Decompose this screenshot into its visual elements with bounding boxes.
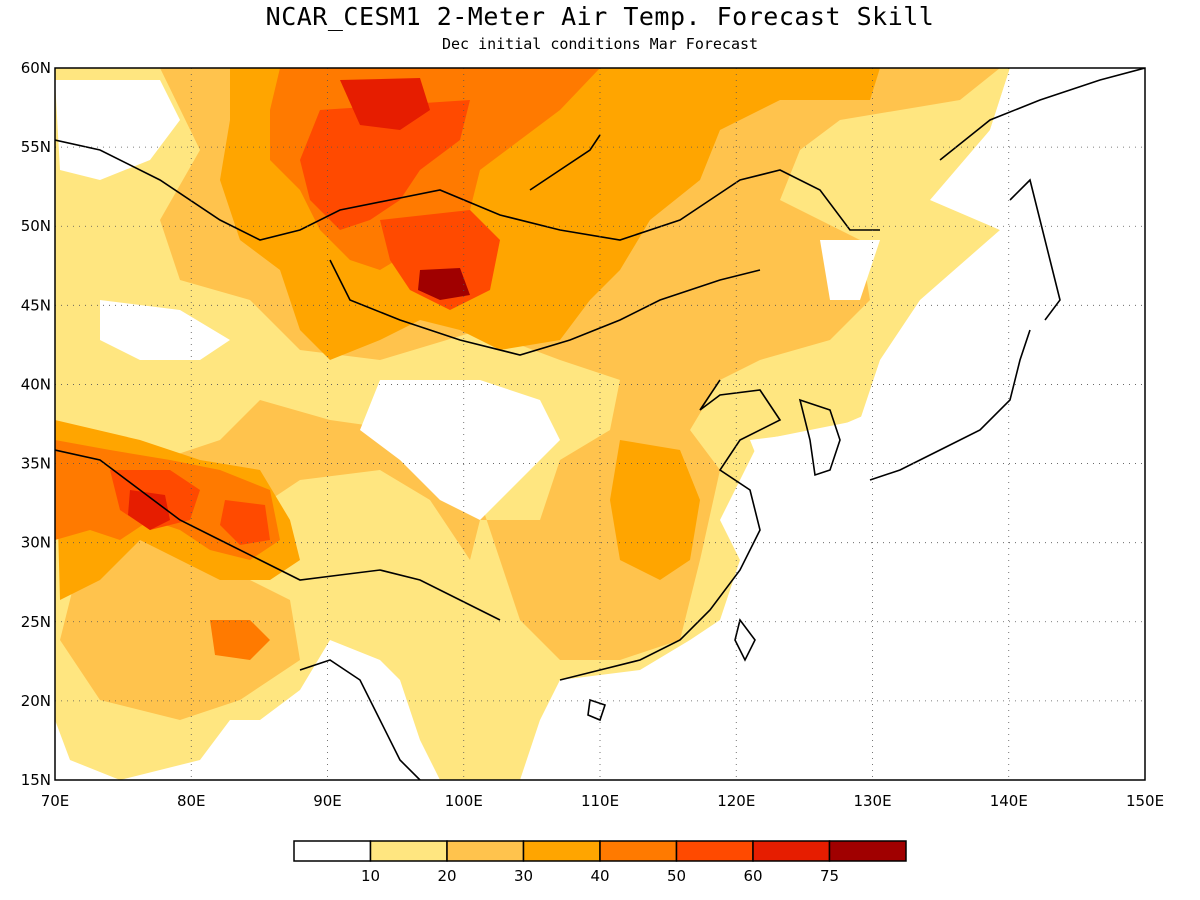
no-skill-patch — [55, 80, 180, 180]
longitude-tick-label: 110E — [581, 792, 619, 810]
colorbar-swatch — [599, 840, 678, 862]
longitude-tick-label: 130E — [853, 792, 891, 810]
map-subtitle: Dec initial conditions Mar Forecast — [441, 35, 759, 53]
colorbar-label: 30 — [514, 867, 533, 885]
colorbar-swatch — [522, 840, 601, 862]
skill-region-60-75 — [340, 78, 430, 130]
coastline-path — [1009, 178, 1061, 321]
latitude-tick-label: 55N — [21, 138, 51, 156]
colorbar-label: 60 — [743, 867, 762, 885]
longitude-tick-label: 140E — [990, 792, 1028, 810]
skill-field — [55, 68, 1145, 780]
latitude-tick-label: 20N — [21, 692, 51, 710]
coastline-path — [734, 618, 756, 662]
no-skill-patch — [360, 380, 560, 520]
plot-frame — [54, 67, 1146, 781]
latitude-tick-label: 45N — [21, 296, 51, 314]
coastline-path — [869, 329, 1031, 481]
colorbar-swatch — [828, 840, 907, 862]
colorbar-swatch — [675, 840, 754, 862]
colorbar-label: 10 — [361, 867, 380, 885]
colorbar-label: 20 — [437, 867, 456, 885]
no-skill-patch — [820, 240, 880, 300]
ocean-area — [700, 290, 1145, 780]
border-path — [55, 449, 501, 621]
longitude-tick-label: 150E — [1126, 792, 1164, 810]
no-skill-patch — [100, 300, 230, 360]
coastlines — [55, 68, 1145, 780]
map-title: NCAR_CESM1 2-Meter Air Temp. Forecast Sk… — [265, 2, 935, 31]
colorbar-label: 40 — [590, 867, 609, 885]
skill-region-75-plus — [418, 268, 470, 300]
latitude-tick-label: 15N — [21, 771, 51, 789]
colorbar-swatch — [446, 840, 525, 862]
longitude-tick-label: 70E — [41, 792, 70, 810]
colorbar-labels: 10 20 30 40 50 60 75 — [361, 867, 839, 885]
skill-region-50-60-d — [220, 500, 270, 545]
latitude-tick-label: 50N — [21, 217, 51, 235]
coastline-path — [55, 139, 880, 241]
longitude-tick-label: 90E — [313, 792, 342, 810]
latitude-tick-label: 40N — [21, 375, 51, 393]
latitude-tick-label: 35N — [21, 455, 51, 473]
latitude-tick-label: 30N — [21, 534, 51, 552]
border-path — [329, 259, 761, 356]
colorbar — [293, 840, 907, 862]
lake-baikal — [529, 134, 601, 191]
longitude-tick-label: 80E — [177, 792, 206, 810]
colorbar-swatch — [752, 840, 831, 862]
colorbar-swatch — [369, 840, 448, 862]
skill-region-40-50-south — [210, 620, 270, 660]
skill-region-50-60-b — [380, 210, 500, 310]
longitude-tick-label: 100E — [445, 792, 483, 810]
colorbar-label: 50 — [667, 867, 686, 885]
coastline-path — [587, 698, 607, 722]
coastline-path — [939, 68, 1145, 161]
latitude-labels: 15N 20N 25N 30N 35N 40N 45N 50N 55N 60N — [21, 59, 51, 789]
latitude-tick-label: 25N — [21, 613, 51, 631]
skill-region-30-40-east — [610, 440, 700, 580]
coastline-path — [798, 398, 841, 477]
ocean-area — [940, 68, 1145, 300]
colorbar-swatch — [293, 840, 372, 862]
skill-region-60-75-b — [128, 490, 170, 530]
skill-region-50-60 — [300, 100, 470, 230]
coastline-path — [299, 659, 421, 780]
colorbar-label: 75 — [820, 867, 839, 885]
longitude-labels: 70E 80E 90E 100E 110E 120E 130E 140E 150E — [41, 792, 1164, 810]
latitude-tick-label: 60N — [21, 59, 51, 77]
coastline-path — [559, 379, 782, 681]
longitude-tick-label: 120E — [717, 792, 755, 810]
